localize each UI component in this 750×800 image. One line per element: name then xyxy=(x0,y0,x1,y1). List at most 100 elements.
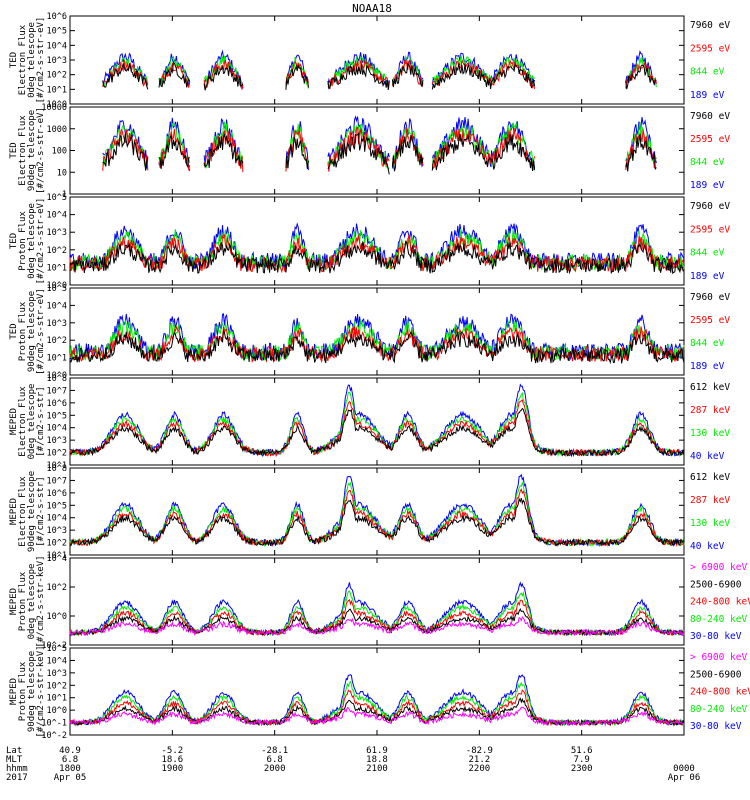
legend-item: 612 keV xyxy=(690,382,730,393)
legend-item: 189 eV xyxy=(690,361,725,372)
y-axis-label-line: MEPED xyxy=(9,588,19,615)
panel-8: 10^-210^-110^010^110^210^310^410^5MEPEDP… xyxy=(9,644,750,741)
legend-item: 287 keV xyxy=(690,405,730,416)
y-tick-label: 10^3 xyxy=(47,56,67,66)
y-tick-label: 10^1 xyxy=(47,694,67,704)
y-tick-label: 10^5 xyxy=(47,27,67,37)
legend-item: 130 keV xyxy=(690,428,730,439)
legend-item: 80-240 keV xyxy=(690,614,747,625)
chart-title: NOAA18 xyxy=(352,2,392,15)
y-axis-label-line: Proton Flux xyxy=(18,301,28,361)
time-row-value: Apr 05 xyxy=(54,773,87,783)
time-row-value: 2200 xyxy=(468,764,490,774)
time-row-value: -82.9 xyxy=(466,746,493,756)
y-tick-label: 10^-2 xyxy=(41,641,67,651)
panel-frame xyxy=(69,287,685,376)
y-axis-label: TEDElectron Flux90deg telescope[#/cm2-s-… xyxy=(9,107,46,194)
y-tick-label: 10^2 xyxy=(47,449,67,459)
legend-item: 2500-6900 xyxy=(690,579,742,590)
series-trace xyxy=(69,590,685,637)
time-row-label: hhmm xyxy=(6,764,28,774)
time-row-value: -5.2 xyxy=(161,746,183,756)
legend-item: 130 keV xyxy=(690,518,730,529)
legend-item: 240-800 keV xyxy=(690,597,750,608)
y-tick-label: 10^0 xyxy=(47,612,67,622)
y-tick-label: 10^2 xyxy=(47,583,67,593)
series-trace xyxy=(69,391,685,458)
y-axis-label: MEPEDProton Flux90deg telescope[#/cm2-s-… xyxy=(9,645,46,737)
time-row-label: Lat xyxy=(6,746,22,756)
legend-item: 30-80 keV xyxy=(690,631,742,642)
y-tick-label: 10^0 xyxy=(47,100,67,110)
y-axis-label: MEPEDProton Flux0deg telescope[#/cm2-s-s… xyxy=(9,555,46,647)
y-tick-label: 10^-2 xyxy=(41,731,67,741)
legend-item: 7960 eV xyxy=(690,111,730,122)
legend-item: 189 eV xyxy=(690,90,725,101)
y-tick-label: 10^4 xyxy=(47,656,67,666)
y-axis-label-line: Electron Flux xyxy=(18,386,28,457)
y-axis-label-line: Proton Flux xyxy=(18,661,28,721)
y-axis-label-line: 90deg telescope xyxy=(27,651,37,732)
y-tick-label: 10^2 xyxy=(47,336,67,346)
time-row-value: 2300 xyxy=(571,764,593,774)
time-row-value: -28.1 xyxy=(261,746,288,756)
panel-frame xyxy=(69,15,685,105)
y-axis-label-line: MEPED xyxy=(9,408,19,435)
legend-item: 7960 eV xyxy=(690,292,730,303)
y-tick-label: 10^1 xyxy=(47,461,67,471)
legend-item: > 6900 keV xyxy=(690,652,747,663)
legend-item: 287 keV xyxy=(690,495,730,506)
legend-item: 189 eV xyxy=(690,180,725,191)
time-row-value: 18.6 xyxy=(161,755,183,765)
series-trace xyxy=(69,706,685,727)
series-trace xyxy=(69,481,685,548)
y-axis-label-line: MEPED xyxy=(9,498,19,525)
y-axis-label-line: 0deg telescope xyxy=(27,22,37,98)
y-axis-label-line: TED xyxy=(9,142,19,158)
y-axis-label-line: Proton Flux xyxy=(18,211,28,271)
series-trace xyxy=(69,616,685,637)
y-tick-label: 1000 xyxy=(47,125,67,135)
legend-item: 80-240 keV xyxy=(690,704,747,715)
y-tick-label: 10^2 xyxy=(47,71,67,81)
series-trace xyxy=(69,680,685,727)
panel-6: 10^110^210^310^410^510^610^710^8MEPEDEle… xyxy=(9,464,730,561)
series-trace xyxy=(69,240,685,275)
y-axis-label-line: 90deg telescope xyxy=(27,110,37,191)
y-tick-label: 10^2 xyxy=(47,681,67,691)
time-row-value: 6.8 xyxy=(267,755,283,765)
y-tick-label: 10^5 xyxy=(47,501,67,511)
y-tick-label: 10^5 xyxy=(47,644,67,654)
series-trace xyxy=(69,383,685,458)
y-tick-label: 10^3 xyxy=(47,526,67,536)
y-tick-label: 10^3 xyxy=(47,319,67,329)
time-row-value: 51.6 xyxy=(571,746,593,756)
y-tick-label: 10^7 xyxy=(47,386,67,396)
y-tick-label: 10^5 xyxy=(47,411,67,421)
y-axis-label: TEDProton Flux0deg telescope[#/cm2-s-str… xyxy=(9,198,46,285)
panel-5: 10^110^210^310^410^510^610^710^8MEPEDEle… xyxy=(9,374,730,471)
legend-item: 7960 eV xyxy=(690,20,730,31)
time-row-value: 0000 xyxy=(673,764,695,774)
time-row-value: 1800 xyxy=(59,764,81,774)
legend-item: 2595 eV xyxy=(690,43,730,54)
legend-item: 2500-6900 xyxy=(690,669,742,680)
y-tick-label: 10^4 xyxy=(47,554,67,564)
y-tick-label: 10^4 xyxy=(47,211,67,221)
y-axis-label-line: 0deg telescope xyxy=(27,384,37,460)
y-axis-label: MEPEDElectron Flux0deg telescope[#/cm2-s… xyxy=(9,384,46,460)
series-trace xyxy=(69,399,685,457)
y-tick-label: 10^4 xyxy=(47,41,67,51)
series-trace xyxy=(69,689,685,727)
y-axis-label-line: TED xyxy=(9,52,19,68)
y-tick-label: 10^3 xyxy=(47,669,67,679)
series-trace xyxy=(69,228,685,272)
series-trace xyxy=(69,313,685,361)
y-tick-label: 10000 xyxy=(41,103,67,113)
time-axis-labels: Lat 40.9 -5.2 -28.1 61.9 -82.9 51.6 MLT 6.8 18.6 6… xyxy=(6,746,700,783)
